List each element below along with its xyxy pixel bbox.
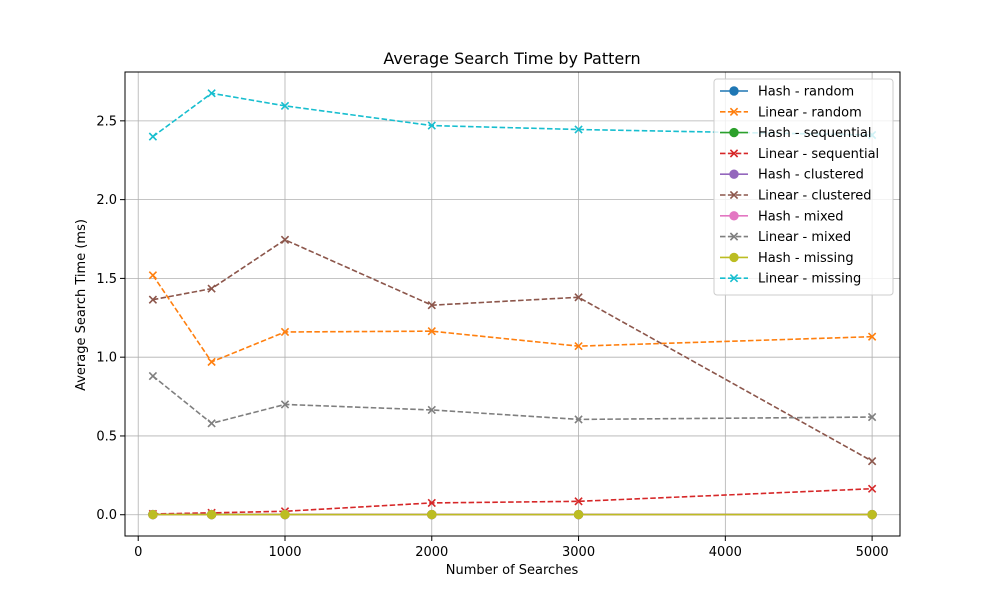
data-point [148,271,158,280]
legend-label: Linear - clustered [758,189,872,204]
data-point [280,101,290,111]
legend-marker [729,190,739,200]
data-point [867,509,877,520]
series-line-linear-missing [152,92,873,138]
series-line-linear-clustered [152,238,873,462]
x-tick-label: 4000 [709,545,742,560]
legend-label: Hash - mixed [758,209,844,224]
plot-frame [124,71,901,537]
series-line-linear-mixed [152,375,873,425]
data-point [867,456,877,466]
series-linear-random [148,271,877,367]
data-point [427,301,436,310]
data-point [867,332,877,341]
x-axis-label: Number of Searches [446,563,579,578]
x-tick-label: 5000 [856,545,889,560]
y-tick-label: 2.5 [96,114,117,129]
series-line-linear-random [152,274,873,363]
series-hash-missing [148,509,877,520]
legend-item: Linear - missing [720,272,861,287]
y-axis-label: Average Search Time (ms) [74,219,89,391]
data-point [148,132,158,141]
data-point [206,509,217,520]
data-point [867,412,877,422]
legend-label: Hash - clustered [758,168,864,183]
x-tick-label: 2000 [415,545,448,560]
data-point [207,419,216,428]
chart-title: Average Search Time by Pattern [383,49,640,68]
y-tick-label: 0.0 [96,508,117,523]
legend-label: Hash - missing [758,251,854,266]
data-point [574,293,583,302]
legend-item: Hash - clustered [720,168,864,183]
legend-marker [729,169,739,179]
x-tick-label: 1000 [268,545,301,560]
series-line-linear-sequential [152,487,873,515]
series-linear-mixed [148,371,877,428]
legend-marker [729,274,739,283]
legend-item: Hash - missing [720,251,854,266]
y-tick-label: 2.0 [96,193,117,208]
legend-box [713,78,894,296]
legend-item: Hash - mixed [720,209,844,224]
data-point [427,405,436,415]
data-point [574,125,583,134]
legend-marker [729,149,739,158]
plot-series [148,89,877,520]
y-tick-label: 1.5 [96,272,117,287]
data-point [574,415,583,424]
data-point [867,484,877,493]
data-point [427,327,436,336]
x-tick-label: 3000 [562,545,595,560]
legend-label: Linear - sequential [758,147,879,162]
axis-ticks: 0 1000 2000 3000 4000 5000 0.0 0.5 1.0 1.5 2.0 2.5 [96,114,888,560]
legend-marker [729,107,739,116]
data-point [427,121,436,130]
data-point [280,235,290,244]
data-point [280,327,290,337]
legend-label: Linear - mixed [758,230,851,245]
data-point [148,295,158,304]
series-linear-sequential [148,484,877,519]
data-point [207,357,216,367]
legend-marker [729,211,739,221]
legend-item: Linear - sequential [720,147,879,162]
y-tick-label: 0.5 [96,429,117,444]
data-point [280,400,290,409]
legend-marker [729,232,739,241]
data-point [427,509,437,520]
data-point [573,509,584,520]
legend-item: Hash - random [720,85,854,100]
legend-item: Linear - mixed [720,230,851,245]
data-point [280,509,290,520]
data-point [207,284,216,293]
legend-marker [729,252,739,263]
legend: Hash - random Linear - random Hash - seque… [713,78,894,296]
data-point [148,509,158,520]
x-tick-label: 0 [134,545,142,560]
series-linear-clustered [148,235,877,466]
data-point [574,341,583,351]
legend-item: Hash - sequential [720,126,872,141]
legend-label: Linear - missing [758,272,861,287]
y-tick-label: 1.0 [96,351,117,366]
legend-marker [729,127,739,138]
legend-marker [729,86,739,96]
legend-item: Linear - clustered [720,189,872,204]
legend-label: Linear - random [758,105,862,120]
legend-label: Hash - sequential [758,126,872,141]
data-point [148,371,158,381]
data-point [207,89,216,98]
data-point [574,497,583,506]
data-point [427,498,436,508]
legend-item: Linear - random [720,105,862,120]
legend-label: Hash - random [758,85,854,100]
